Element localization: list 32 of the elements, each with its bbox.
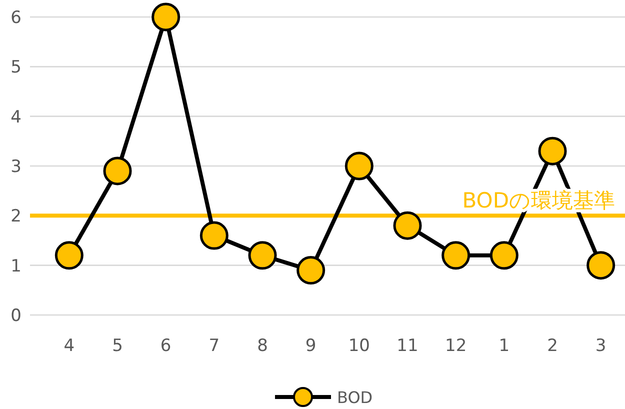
point: [296, 256, 326, 285]
point: [442, 241, 470, 270]
x-tick-label: 5: [112, 336, 123, 356]
y-tick-label: 3: [10, 157, 22, 177]
point: [152, 2, 180, 32]
point: [393, 211, 422, 240]
y-tick-label: 1: [10, 256, 22, 276]
y-tick-label: 5: [10, 58, 22, 78]
point: [586, 251, 616, 280]
x-tick-label: 3: [595, 336, 606, 356]
x-tick-label: 6: [160, 336, 172, 356]
point: [344, 152, 374, 180]
x-tick-label: 9: [305, 336, 316, 356]
x-tick-label: 11: [396, 336, 418, 356]
point: [538, 136, 567, 166]
point: [490, 241, 518, 270]
x-tick-label: 10: [348, 336, 370, 356]
x-tick-label: 1: [498, 336, 510, 356]
x-tick-label: 8: [257, 336, 268, 356]
point: [248, 241, 277, 270]
point: [103, 156, 132, 186]
y-tick-label: 2: [10, 206, 22, 227]
x-tick-label: 2: [547, 336, 558, 356]
y-tick-label: 6: [10, 8, 22, 28]
legend-label: BOD: [337, 388, 373, 407]
x-tick-label: 12: [445, 336, 467, 356]
point: [200, 221, 228, 250]
x-tick-label: 4: [64, 336, 75, 356]
y-tick-label: 0: [10, 306, 22, 326]
y-tick-label: 4: [10, 107, 22, 128]
point: [54, 241, 84, 270]
x-tick-label: 7: [208, 336, 220, 356]
